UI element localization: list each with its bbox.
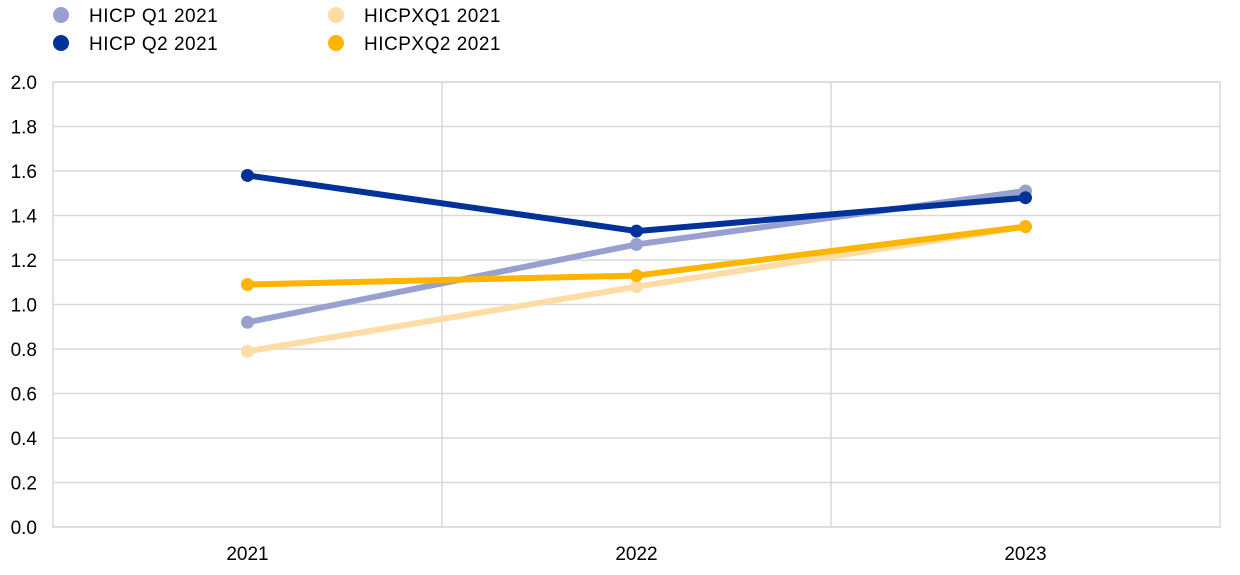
data-point <box>630 237 643 251</box>
legend-marker <box>53 35 69 51</box>
legend-item: HICP Q2 2021 <box>53 34 218 55</box>
data-point <box>241 277 254 291</box>
y-tick-label: 2.0 <box>11 73 37 94</box>
legend-marker <box>328 35 344 51</box>
legend-marker <box>53 7 69 23</box>
data-point <box>241 344 254 358</box>
series-3 <box>241 220 1032 291</box>
x-tick-label: 2021 <box>226 544 268 565</box>
y-tick-label: 0.6 <box>11 385 37 406</box>
plot-area-frame <box>52 81 1221 528</box>
y-tick-label: 1.8 <box>11 118 37 139</box>
legend-label: HICPXQ2 2021 <box>364 34 501 55</box>
series-1 <box>241 168 1032 238</box>
legend-label: HICP Q1 2021 <box>89 6 218 27</box>
data-point <box>241 168 254 182</box>
y-tick-label: 0.0 <box>11 518 37 539</box>
y-tick-label: 1.2 <box>11 251 37 272</box>
data-point <box>1019 220 1032 234</box>
data-point <box>630 280 643 294</box>
series-line <box>244 172 1029 235</box>
legend-item: HICPXQ2 2021 <box>328 34 501 55</box>
legend-item: HICP Q1 2021 <box>53 6 218 27</box>
y-tick-label: 1.0 <box>11 296 37 317</box>
data-point <box>630 224 643 238</box>
x-tick-label: 2023 <box>1004 544 1046 565</box>
legend: HICP Q1 2021 HICP Q2 2021 HICPXQ1 2021 HICP… <box>53 6 501 55</box>
data-point <box>241 315 254 329</box>
legend-item: HICPXQ1 2021 <box>328 6 501 27</box>
y-axis: 0.0 0.2 0.4 0.6 0.8 1.0 1.2 1.4 1.6 1.8 2.0 <box>11 73 38 539</box>
x-axis: 2021 2022 2023 <box>226 544 1046 565</box>
gridlines <box>53 81 1220 528</box>
y-tick-label: 1.6 <box>11 162 37 183</box>
y-tick-label: 1.4 <box>11 207 38 228</box>
legend-marker <box>328 7 344 23</box>
y-tick-label: 0.8 <box>11 340 37 361</box>
data-point <box>630 269 643 283</box>
legend-label: HICP Q2 2021 <box>89 34 218 55</box>
x-tick-label: 2022 <box>615 544 657 565</box>
legend-label: HICPXQ1 2021 <box>364 6 501 27</box>
y-tick-label: 0.2 <box>11 474 37 495</box>
series-group <box>241 168 1032 358</box>
data-point <box>1019 191 1032 205</box>
y-tick-label: 0.4 <box>11 429 38 450</box>
